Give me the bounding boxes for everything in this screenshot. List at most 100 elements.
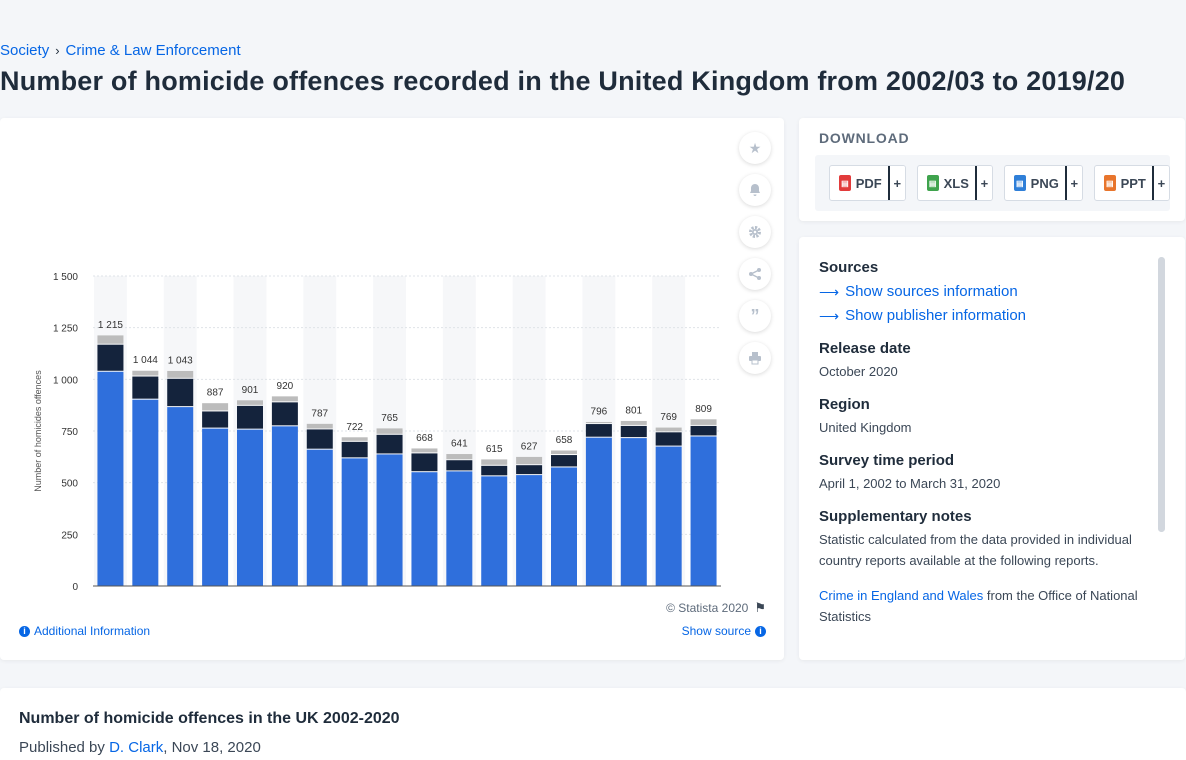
chart: 0 250 500 750 1 000 1 250 1 500 Number of homic… xyxy=(33,272,721,590)
bar-segment xyxy=(202,403,229,411)
flag-icon[interactable]: ⚑ xyxy=(754,600,766,615)
show-source-label: Show source xyxy=(681,624,751,638)
download-png-label: PNG xyxy=(1030,175,1059,191)
info-icon: i xyxy=(19,625,30,637)
author-link[interactable]: D. Clark xyxy=(109,739,164,756)
bar-segment xyxy=(306,429,333,449)
plus-icon: + xyxy=(1151,166,1169,200)
additional-info-label: Additional Information xyxy=(34,624,151,638)
bar-segment xyxy=(446,460,473,471)
bar-segment xyxy=(237,405,263,429)
sources-heading: Sources xyxy=(819,259,879,276)
show-sources-link[interactable]: ⟶ Show sources information xyxy=(819,280,1144,304)
show-publisher-label: Show publisher information xyxy=(845,307,1027,324)
bar-segment xyxy=(655,432,682,446)
notes-source: Crime in England and Wales from the Offi… xyxy=(819,585,1144,627)
data-label: 1 044 xyxy=(133,355,158,366)
bar-segment xyxy=(551,455,577,467)
bar-segment xyxy=(132,370,159,376)
arrow-right-icon: ⟶ xyxy=(819,284,840,300)
region-heading: Region xyxy=(819,396,870,413)
bar-segment xyxy=(132,399,159,586)
print-icon[interactable] xyxy=(739,342,771,374)
bar-segment xyxy=(690,425,717,436)
bar-segment xyxy=(237,400,263,405)
crime-report-link[interactable]: Crime in England and Wales xyxy=(819,588,984,603)
bar-segment xyxy=(167,407,194,586)
bar-segment xyxy=(620,438,647,586)
data-label: 920 xyxy=(277,381,294,392)
download-ppt-button[interactable]: ▤ PPT + xyxy=(1093,165,1170,201)
y-tick-label: 1 500 xyxy=(53,272,78,283)
bar-segment xyxy=(620,425,647,438)
bar-segment xyxy=(446,471,473,586)
bar-segment xyxy=(690,419,717,425)
bar-segment xyxy=(411,453,438,472)
download-buttons: ▤ PDF + ▤ XLS + ▤ PNG + ▤ PPT + xyxy=(815,155,1170,211)
details-card: Sources ⟶ Show sources information ⟶ Sho… xyxy=(799,237,1185,660)
bar-segment xyxy=(341,437,368,441)
data-label: 658 xyxy=(556,435,573,446)
release-date-value: October 2020 xyxy=(819,364,898,379)
download-card: DOWNLOAD ▤ PDF + ▤ XLS + ▤ PNG + ▤ PPT + xyxy=(799,118,1185,221)
breadcrumb-society[interactable]: Society xyxy=(0,42,50,59)
data-label: 1 043 xyxy=(168,355,193,366)
bar-segment xyxy=(585,421,612,424)
download-png-button[interactable]: ▤ PNG + xyxy=(1003,165,1083,201)
download-pdf-button[interactable]: ▤ PDF + xyxy=(829,165,906,201)
details-scrollbar[interactable] xyxy=(1158,257,1165,532)
bar-segment xyxy=(341,458,368,586)
bar-segment xyxy=(585,424,612,437)
bar-segment xyxy=(620,420,647,425)
additional-info-link[interactable]: i Additional Information xyxy=(19,624,150,638)
data-label: 1 215 xyxy=(98,320,123,331)
bar-segment xyxy=(655,427,682,432)
bell-icon[interactable] xyxy=(739,174,771,206)
release-date-heading: Release date xyxy=(819,340,911,357)
bar-segment xyxy=(271,402,298,426)
download-xls-button[interactable]: ▤ XLS + xyxy=(916,165,993,201)
share-icon[interactable] xyxy=(739,258,771,290)
bar-segment xyxy=(551,450,577,455)
y-axis-label: Number of homicides offences xyxy=(33,370,43,492)
bar-segment xyxy=(690,436,717,586)
bar-segment xyxy=(376,454,403,586)
bar-segment xyxy=(376,428,403,434)
show-publisher-link[interactable]: ⟶ Show publisher information xyxy=(819,304,1144,328)
gear-icon[interactable] xyxy=(739,216,771,248)
bar-segment xyxy=(516,465,543,475)
bar-segment xyxy=(202,411,229,428)
star-icon[interactable]: ★ xyxy=(739,132,771,164)
png-file-icon: ▤ xyxy=(1013,175,1026,191)
published-prefix: Published by xyxy=(19,739,110,756)
notes-heading: Supplementary notes xyxy=(819,508,972,525)
breadcrumb-crime[interactable]: Crime & Law Enforcement xyxy=(65,42,241,59)
bar-segment xyxy=(446,454,473,460)
bar-segment xyxy=(481,459,508,465)
bar-segment xyxy=(132,376,159,399)
show-source-link[interactable]: Show source i xyxy=(682,624,766,638)
notes-source-suffix: from the Office of National Statistics xyxy=(819,588,1138,624)
survey-period-value: April 1, 2002 to March 31, 2020 xyxy=(819,476,1001,491)
y-tick-label: 1 250 xyxy=(53,324,78,335)
data-label: 627 xyxy=(521,441,538,452)
bar-segment xyxy=(97,344,124,371)
y-tick-label: 1 000 xyxy=(53,375,78,386)
y-tick-label: 500 xyxy=(61,479,78,490)
scrollbar-thumb[interactable] xyxy=(1158,257,1165,532)
bar-segment xyxy=(202,428,229,586)
data-label: 887 xyxy=(207,388,224,399)
bar-segment xyxy=(516,456,543,465)
y-tick-label: 250 xyxy=(61,530,78,541)
data-label: 769 xyxy=(660,412,677,423)
published-by: Published by D. Clark, Nov 18, 2020 xyxy=(19,739,261,756)
survey-period-heading: Survey time period xyxy=(819,452,955,469)
statistic-title: Number of homicide offences in the UK 20… xyxy=(19,710,400,727)
bar-segment xyxy=(97,371,124,586)
chart-card: 0 250 500 750 1 000 1 250 1 500 Number of homic… xyxy=(0,118,784,660)
bar-segment xyxy=(376,434,403,454)
statistic-summary-card: Number of homicide offences in the UK 20… xyxy=(0,688,1186,760)
quote-icon[interactable]: ” xyxy=(739,300,771,332)
plus-icon: + xyxy=(1064,166,1082,200)
published-date: , Nov 18, 2020 xyxy=(163,739,261,756)
